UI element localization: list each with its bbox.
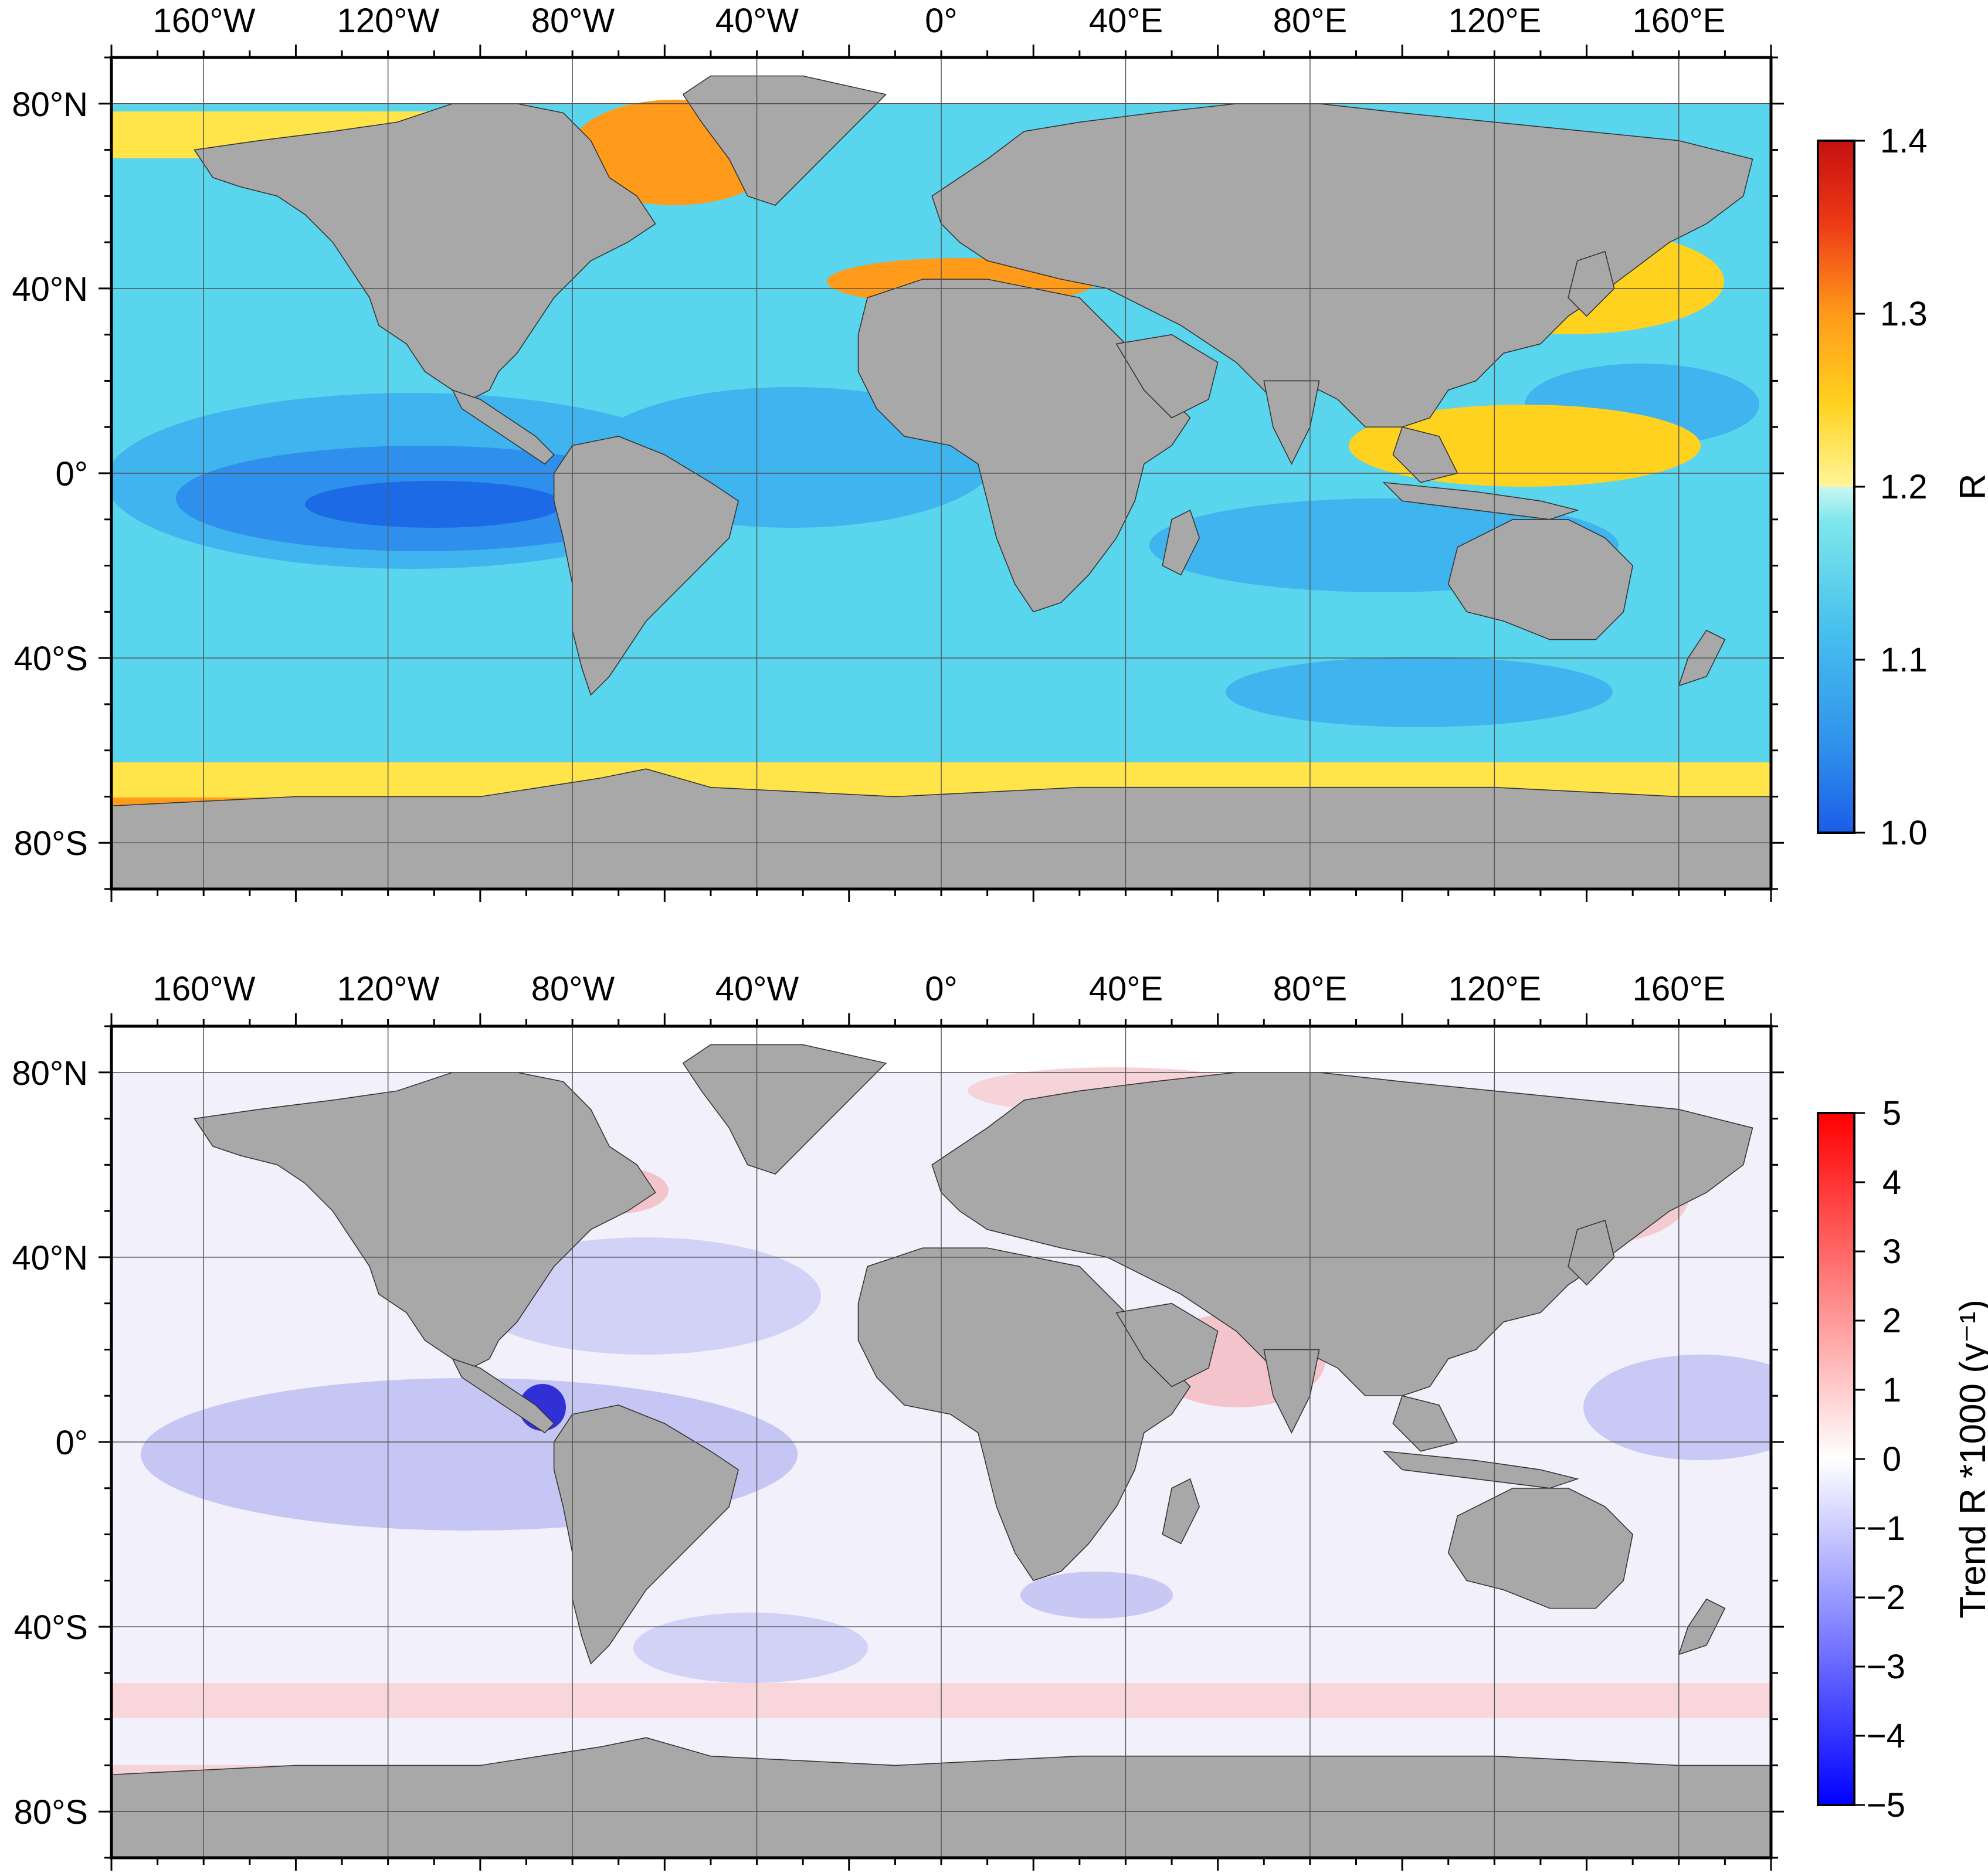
top-colorbar-tick: 1.0 xyxy=(1880,814,1928,852)
bottom-colorbar-tick: 4 xyxy=(1882,1163,1901,1202)
lon-label: 160°W xyxy=(153,2,256,40)
lat-label: 0° xyxy=(56,1424,88,1462)
bottom-colorbar-tick: 2 xyxy=(1882,1302,1901,1340)
top-latitude-labels: 80°N 40°N 0° 40°S 80°S xyxy=(12,86,88,863)
lat-label: 80°N xyxy=(12,1054,88,1092)
bottom-colorbar-tick: 1 xyxy=(1882,1371,1901,1409)
lat-label: 0° xyxy=(56,455,88,493)
lon-label: 120°E xyxy=(1448,2,1542,40)
bottom-latitude-labels: 80°N 40°N 0° 40°S 80°S xyxy=(12,1054,88,1831)
top-colorbar-tick: 1.3 xyxy=(1880,295,1928,333)
bottom-colorbar-tick: −1 xyxy=(1867,1509,1905,1548)
bottom-colorbar-tick: −2 xyxy=(1867,1579,1905,1617)
bottom-colorbar-tick: −4 xyxy=(1867,1717,1905,1755)
lat-label: 80°S xyxy=(14,824,88,863)
lon-label: 0° xyxy=(925,970,957,1008)
lat-label: 80°S xyxy=(14,1793,88,1831)
lon-label: 40°E xyxy=(1089,970,1163,1008)
bottom-graticule xyxy=(111,1026,1771,1858)
lon-label: 80°W xyxy=(531,970,615,1008)
lon-label: 80°W xyxy=(531,2,615,40)
bottom-colorbar-title: Trend R *1000 (y⁻¹) xyxy=(1953,1299,1988,1618)
bottom-colorbar-tick: 3 xyxy=(1882,1233,1901,1271)
bottom-colorbar-tick: 5 xyxy=(1882,1094,1901,1132)
lon-label: 0° xyxy=(925,2,957,40)
lon-label: 40°E xyxy=(1089,2,1163,40)
top-colorbar-tick: 1.1 xyxy=(1880,641,1928,679)
bottom-colorbar-tick: −5 xyxy=(1867,1786,1905,1824)
lon-label: 80°E xyxy=(1273,970,1347,1008)
top-longitude-labels: 160°W 120°W 80°W 40°W 0° 40°E 80°E 120°E… xyxy=(153,2,1726,40)
top-colorbar-tick: 1.2 xyxy=(1880,468,1928,506)
lon-label: 80°E xyxy=(1273,2,1347,40)
lat-label: 40°S xyxy=(14,1609,88,1647)
lon-label: 40°W xyxy=(715,2,799,40)
top-colorbar-tick: 1.4 xyxy=(1880,122,1928,160)
bottom-colorbar-ramp xyxy=(1817,1112,1855,1806)
lat-label: 40°S xyxy=(14,640,88,678)
bottom-colorbar: 5 4 3 2 1 0 −1 −2 −3 −4 −5 Trend R *1000… xyxy=(1817,1094,1988,1824)
bottom-colorbar-tick: 0 xyxy=(1882,1440,1901,1478)
lat-label: 80°N xyxy=(12,86,88,124)
bottom-map-panel xyxy=(99,1013,1784,1871)
lon-label: 120°E xyxy=(1448,970,1542,1008)
top-graticule xyxy=(111,57,1771,889)
bottom-colorbar-tick: −3 xyxy=(1867,1648,1905,1686)
lon-label: 40°W xyxy=(715,970,799,1008)
top-map-panel xyxy=(99,45,1784,902)
lon-label: 120°W xyxy=(337,2,440,40)
lon-label: 160°E xyxy=(1633,970,1726,1008)
lat-label: 40°N xyxy=(12,270,88,308)
lon-label: 120°W xyxy=(337,970,440,1008)
top-colorbar: 1.4 1.3 1.2 1.1 1.0 R xyxy=(1817,122,1988,852)
top-colorbar-title: R xyxy=(1953,474,1988,500)
bottom-longitude-labels: 160°W 120°W 80°W 40°W 0° 40°E 80°E 120°E… xyxy=(153,970,1726,1008)
lon-label: 160°E xyxy=(1633,2,1726,40)
lon-label: 160°W xyxy=(153,970,256,1008)
lat-label: 40°N xyxy=(12,1239,88,1277)
top-colorbar-ramp xyxy=(1817,140,1855,834)
